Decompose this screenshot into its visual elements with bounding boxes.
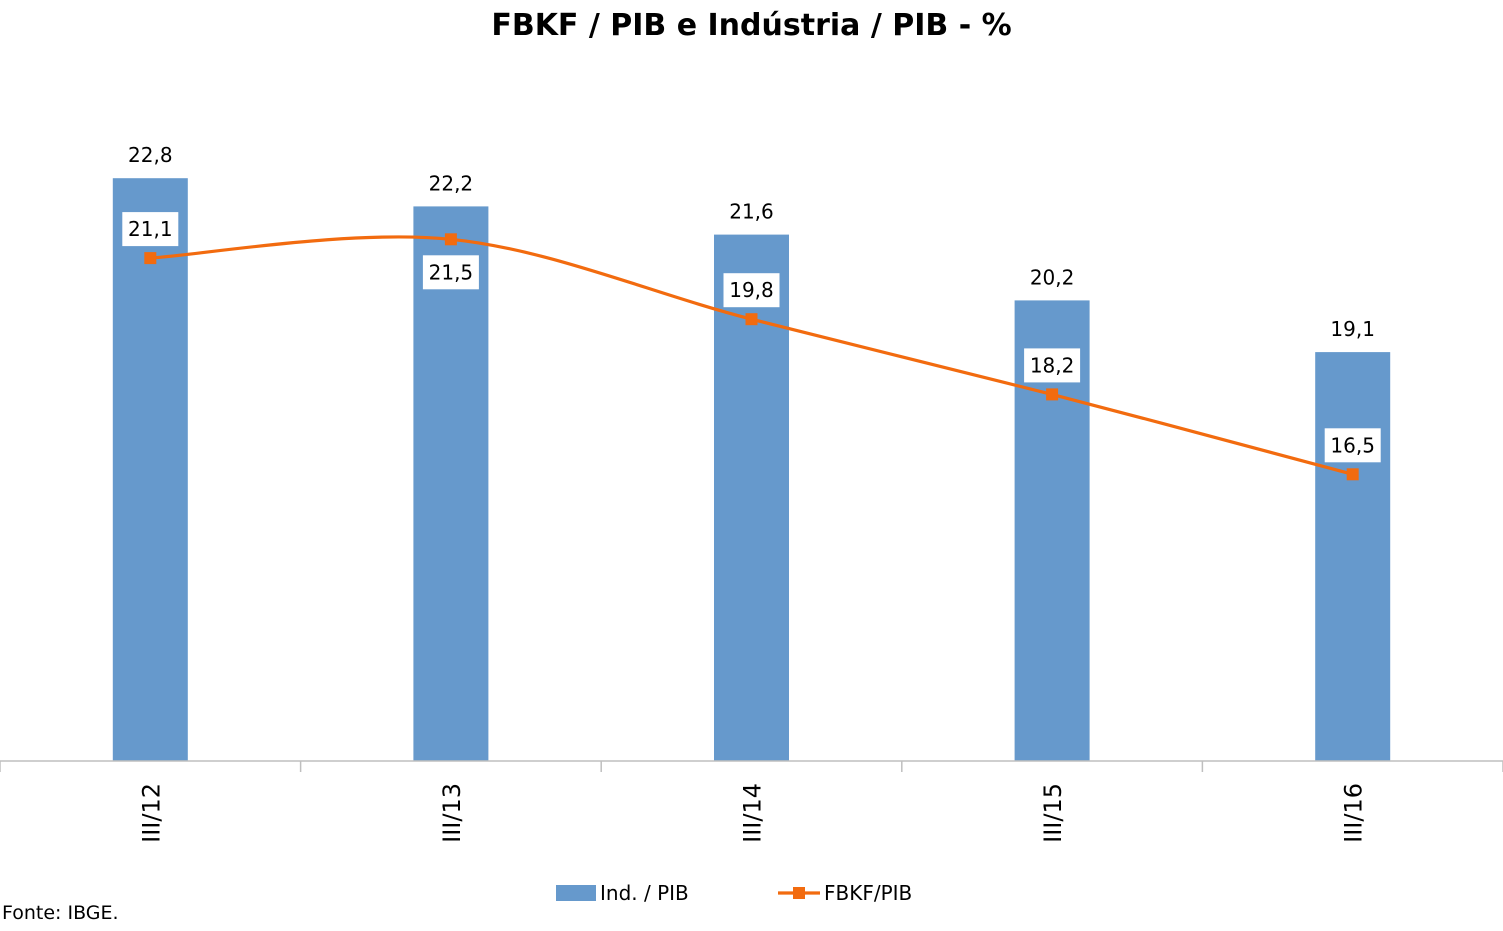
bar-data-label: 20,2 [1030, 265, 1075, 289]
bar-data-label: 22,8 [128, 143, 173, 167]
x-tick-label: III/12 [137, 783, 165, 843]
line-data-label: 21,5 [429, 260, 474, 284]
line-data-label: 18,2 [1030, 353, 1075, 377]
source-note: Fonte: IBGE. [2, 902, 119, 924]
line-data-label: 19,8 [729, 278, 774, 302]
line-label-box [122, 212, 179, 247]
bar-data-label: 21,6 [729, 200, 774, 224]
legend-marker-fbkf-pib [793, 887, 805, 899]
line-label-box [422, 255, 479, 290]
chart-title: FBKF / PIB e Indústria / PIB - % [491, 8, 1012, 43]
x-tick-label: III/14 [739, 783, 767, 843]
x-tick-label: III/16 [1340, 783, 1368, 843]
x-axis-tick-labels: III/12 III/13 III/14 III/15 III/16 [137, 783, 1367, 843]
line-data-labels: 21,1 21,5 19,8 18,2 16,5 [122, 212, 1381, 463]
line-point-fbkf-pib [1046, 388, 1059, 401]
bar-ind-pib [1315, 352, 1391, 761]
x-tick-label: III/13 [438, 783, 466, 843]
line-point-fbkf-pib [1346, 468, 1359, 481]
x-tick-label: III/15 [1039, 783, 1067, 843]
legend: Ind. / PIB FBKF/PIB [556, 881, 912, 905]
legend-swatch-ind-pib [556, 885, 596, 901]
legend-label-ind-pib: Ind. / PIB [600, 881, 689, 905]
bar-data-label: 22,2 [429, 171, 474, 195]
bar-ind-pib [112, 178, 188, 761]
x-axis-ticks [0, 761, 1503, 772]
bar-data-labels: 22,8 22,2 21,6 20,2 19,1 [128, 143, 1375, 341]
line-label-box [723, 273, 780, 308]
line-series-layer [144, 233, 1359, 481]
line-point-fbkf-pib [745, 313, 758, 326]
bar-ind-pib [413, 206, 489, 761]
line-data-label: 16,5 [1330, 433, 1375, 457]
line-point-fbkf-pib [144, 252, 157, 265]
bars-layer [112, 178, 1391, 762]
legend-label-fbkf-pib: FBKF/PIB [824, 881, 912, 905]
line-label-box [1324, 428, 1381, 463]
bar-data-label: 19,1 [1330, 317, 1375, 341]
line-label-box [1024, 348, 1081, 383]
line-point-fbkf-pib [444, 233, 457, 246]
line-data-label: 21,1 [128, 217, 173, 241]
